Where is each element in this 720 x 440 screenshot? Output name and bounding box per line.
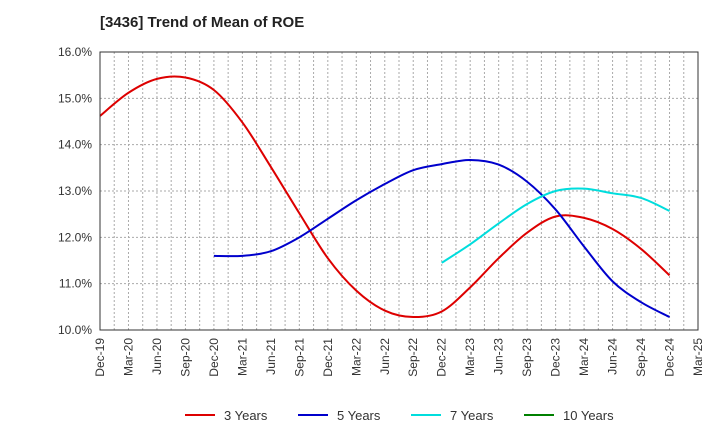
- x-tick-label: Jun-22: [378, 338, 392, 375]
- x-tick-label: Mar-25: [691, 338, 705, 376]
- y-tick-label: 11.0%: [59, 277, 92, 291]
- series-lines: [99, 75, 671, 319]
- x-tick-label: Jun-21: [264, 338, 278, 375]
- x-tick-label: Sep-21: [292, 338, 306, 377]
- chart-title: [3436] Trend of Mean of ROE: [100, 14, 304, 31]
- series-line-3-years: [99, 75, 671, 319]
- x-tick-label: Mar-21: [235, 338, 249, 376]
- x-tick-label: Dec-23: [549, 338, 563, 377]
- x-tick-label: Sep-23: [520, 338, 534, 377]
- plot-area-border: [99, 51, 699, 331]
- x-tick-label: Dec-22: [435, 338, 449, 377]
- x-tick-label: Dec-24: [663, 338, 677, 377]
- x-tick-label: Jun-23: [492, 338, 506, 375]
- x-tick-label: Mar-23: [463, 338, 477, 376]
- x-tick-label: Mar-24: [577, 338, 591, 376]
- y-tick-label: 15.0%: [58, 91, 92, 105]
- x-tick-label: Dec-19: [93, 338, 107, 377]
- legend-label-7-years: 7 Years: [450, 408, 494, 423]
- grid: [100, 52, 698, 330]
- y-tick-label: 10.0%: [58, 323, 92, 337]
- x-tick-label: Sep-20: [178, 338, 192, 377]
- x-tick-label: Jun-24: [606, 338, 620, 375]
- legend-label-10-years: 10 Years: [563, 408, 614, 423]
- series-line-7-years: [441, 187, 670, 264]
- x-tick-label: Dec-21: [321, 338, 335, 377]
- x-tick-label: Sep-22: [406, 338, 420, 377]
- x-tick-label: Jun-20: [150, 338, 164, 375]
- y-axis-tick-labels: 16.0% 15.0% 14.0% 13.0% 12.0% 11.0% 10.0%: [58, 45, 92, 337]
- y-tick-label: 13.0%: [58, 184, 92, 198]
- y-tick-label: 16.0%: [58, 45, 92, 59]
- legend: 3 Years 5 Years 7 Years 10 Years: [185, 408, 614, 423]
- x-tick-label: Mar-22: [349, 338, 363, 376]
- x-tick-label: Dec-20: [207, 338, 221, 377]
- x-tick-label: Mar-20: [121, 338, 135, 376]
- y-tick-label: 14.0%: [58, 138, 92, 152]
- x-tick-label: Sep-24: [634, 338, 648, 377]
- legend-label-3-years: 3 Years: [224, 408, 268, 423]
- x-axis-tick-labels: Dec-19 Mar-20 Jun-20 Sep-20 Dec-20 Mar-21 Jun-…: [93, 338, 705, 377]
- y-tick-label: 12.0%: [58, 230, 92, 244]
- legend-label-5-years: 5 Years: [337, 408, 381, 423]
- series-line-5-years: [213, 158, 670, 318]
